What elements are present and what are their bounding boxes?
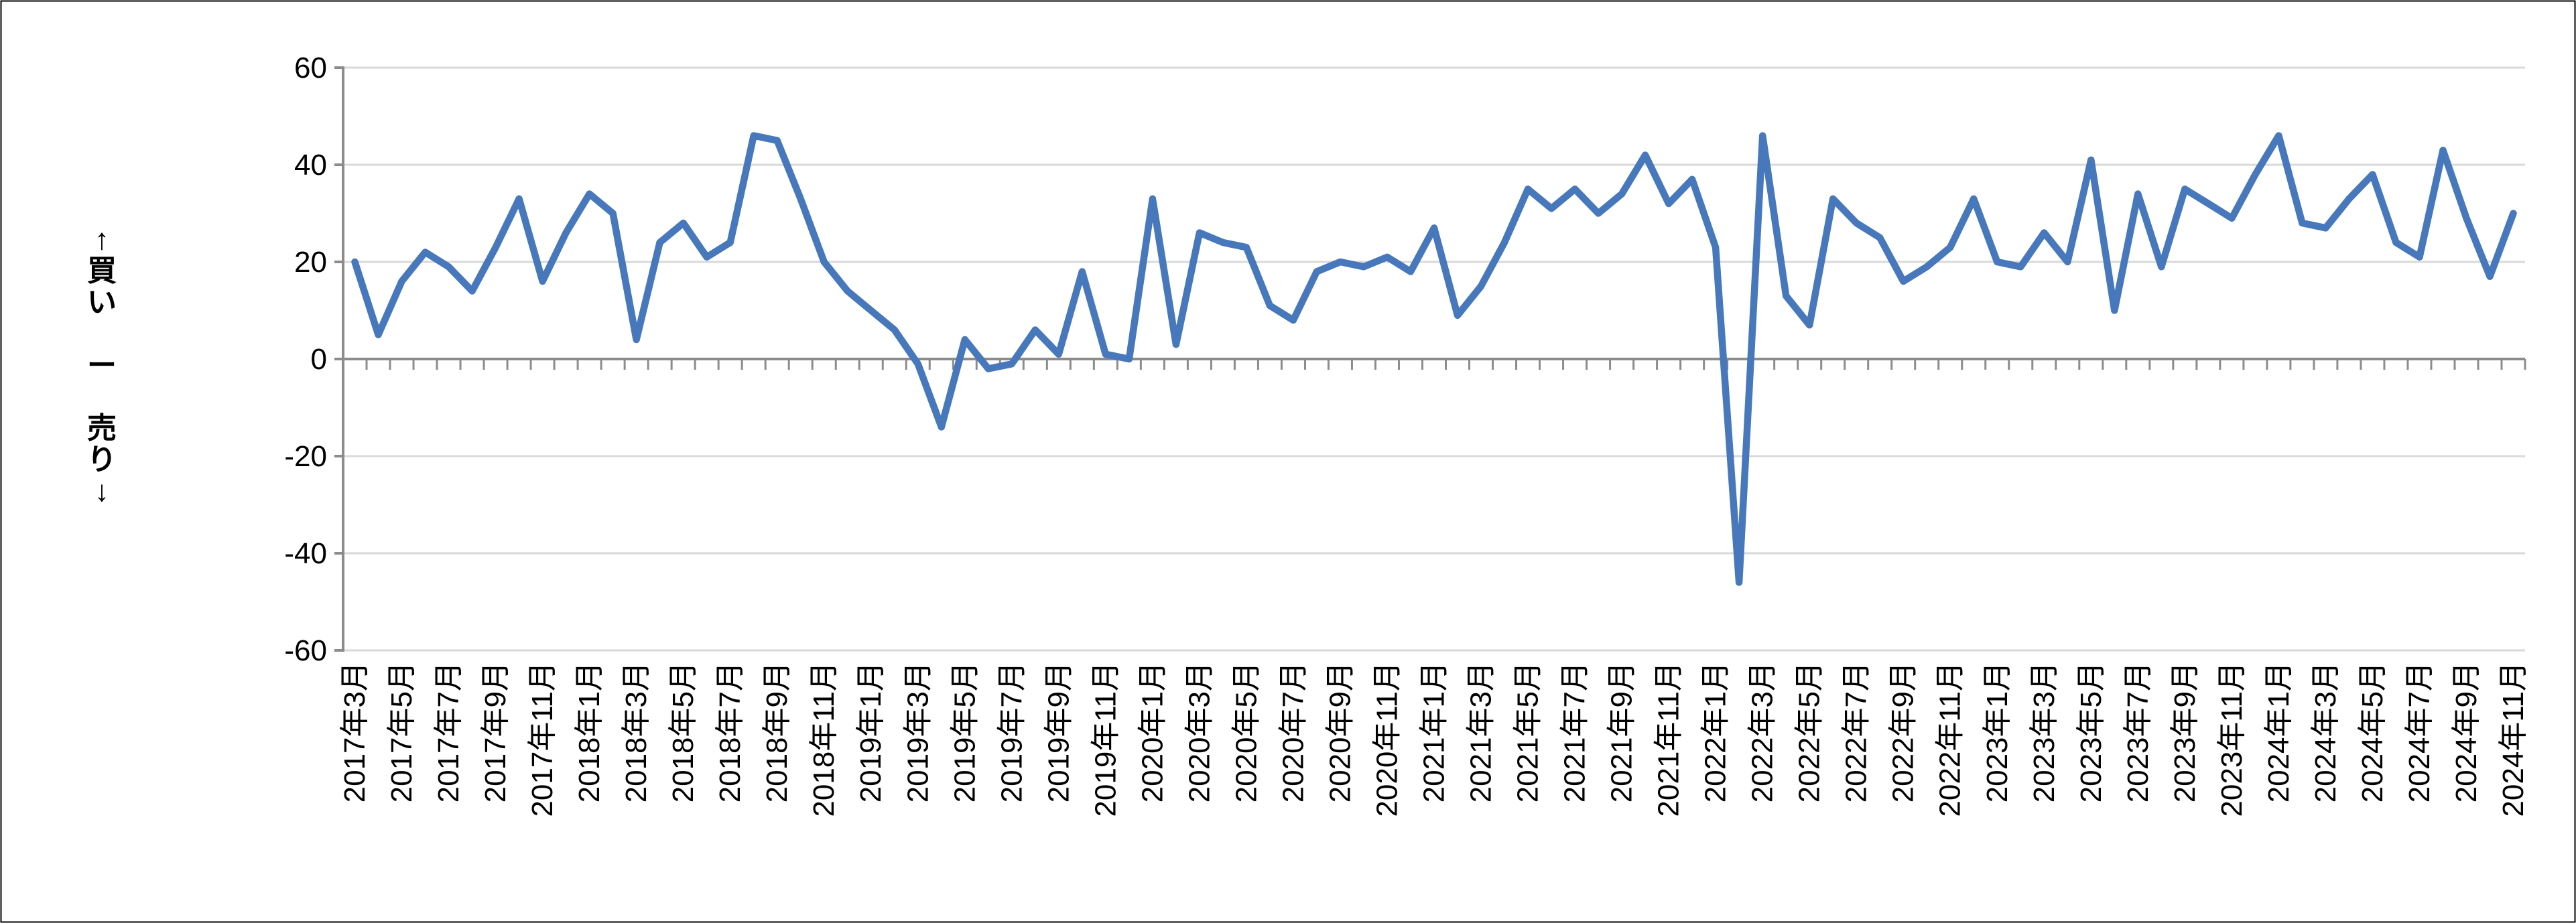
x-tick-label: 2019年9月: [1042, 662, 1075, 802]
x-tick-label: 2020年11月: [1370, 662, 1403, 817]
x-tick-label: 2024年1月: [2262, 662, 2295, 802]
x-tick-label: 2022年7月: [1840, 662, 1873, 802]
x-tick-label: 2019年7月: [995, 662, 1028, 802]
y-tick-label: -60: [284, 634, 327, 667]
x-tick-label: 2021年7月: [1559, 662, 1592, 802]
y-tick-label: 40: [294, 149, 327, 182]
x-tick-label: 2024年5月: [2356, 662, 2389, 802]
x-tick-label: 2019年3月: [901, 662, 934, 802]
x-tick-label: 2019年11月: [1089, 662, 1122, 817]
y-tick-label: 0: [311, 343, 327, 376]
x-axis: [342, 358, 2526, 370]
y-axis-title-char: ↓: [94, 475, 109, 508]
x-tick-label: 2023年1月: [1981, 662, 2014, 802]
x-tick-label: 2020年9月: [1324, 662, 1356, 802]
series-line: [351, 132, 2517, 586]
x-tick-label: 2020年7月: [1277, 662, 1309, 802]
x-tick-label: 2024年11月: [2497, 662, 2530, 817]
x-tick-label: 2023年11月: [2215, 662, 2248, 817]
x-tick-label: 2017年9月: [479, 662, 512, 802]
x-tick-label: 2017年5月: [385, 662, 418, 802]
x-tick-label: 2022年1月: [1699, 662, 1732, 802]
x-tick-label: 2023年3月: [2028, 662, 2061, 802]
x-tick-label: 2021年5月: [1512, 662, 1545, 802]
x-tick-label: 2018年9月: [761, 662, 793, 802]
x-tick-label: 2022年9月: [1887, 662, 1920, 802]
x-labels: 2017年3月 2017年5月 2017年7月 2017年9月 2017年11月 2018…: [338, 662, 2530, 817]
x-tick-label: 2023年5月: [2075, 662, 2108, 802]
x-tick-label: 2018年5月: [667, 662, 700, 802]
x-tick-label: 2023年9月: [2169, 662, 2201, 802]
x-tick-label: 2017年7月: [432, 662, 465, 802]
x-tick-label: 2019年1月: [854, 662, 887, 802]
x-tick-label: 2020年3月: [1183, 662, 1216, 802]
y-tick-label: 20: [294, 246, 327, 279]
x-tick-label: 2022年3月: [1746, 662, 1779, 802]
x-tick-label: 2017年11月: [526, 662, 559, 817]
y-axis: 60 40 20 0 -20 -40 -60: [284, 52, 344, 667]
y-axis-title-char: 売: [87, 412, 117, 445]
y-axis-title-char: 買: [87, 255, 117, 287]
y-tick-label: -40: [284, 537, 327, 570]
y-axis-title-char: り: [87, 443, 117, 476]
x-tick-label: 2018年3月: [620, 662, 653, 802]
x-tick-label: 2021年9月: [1606, 662, 1638, 802]
x-tick-label: 2022年5月: [1793, 662, 1826, 802]
x-tick-label: 2022年11月: [1934, 662, 1967, 817]
x-tick-label: 2018年11月: [808, 662, 840, 817]
y-tick-label: -20: [284, 440, 327, 473]
x-tick-label: 2021年11月: [1653, 662, 1685, 817]
x-tick-label: 2017年3月: [338, 662, 371, 802]
x-tick-label: 2021年3月: [1465, 662, 1498, 802]
x-tick-label: 2020年5月: [1230, 662, 1263, 802]
x-tick-label: 2018年7月: [714, 662, 747, 802]
x-tick-label: 2024年7月: [2403, 662, 2436, 802]
y-axis-title-char: い: [87, 286, 117, 319]
y-axis-title-char: ↑: [94, 223, 109, 256]
x-tick-label: 2018年1月: [573, 662, 606, 802]
x-tick-label: 2023年7月: [2122, 662, 2154, 802]
y-tick-label: 60: [294, 52, 327, 84]
y-axis-title: ↑買い ー 売り↓: [87, 223, 117, 508]
x-tick-label: 2020年1月: [1136, 662, 1169, 802]
x-tick-label: 2024年9月: [2450, 662, 2483, 802]
x-tick-label: 2024年3月: [2309, 662, 2342, 802]
y-axis-title-char: ー: [87, 349, 117, 382]
x-tick-label: 2019年5月: [948, 662, 981, 802]
x-tick-label: 2021年1月: [1418, 662, 1451, 802]
